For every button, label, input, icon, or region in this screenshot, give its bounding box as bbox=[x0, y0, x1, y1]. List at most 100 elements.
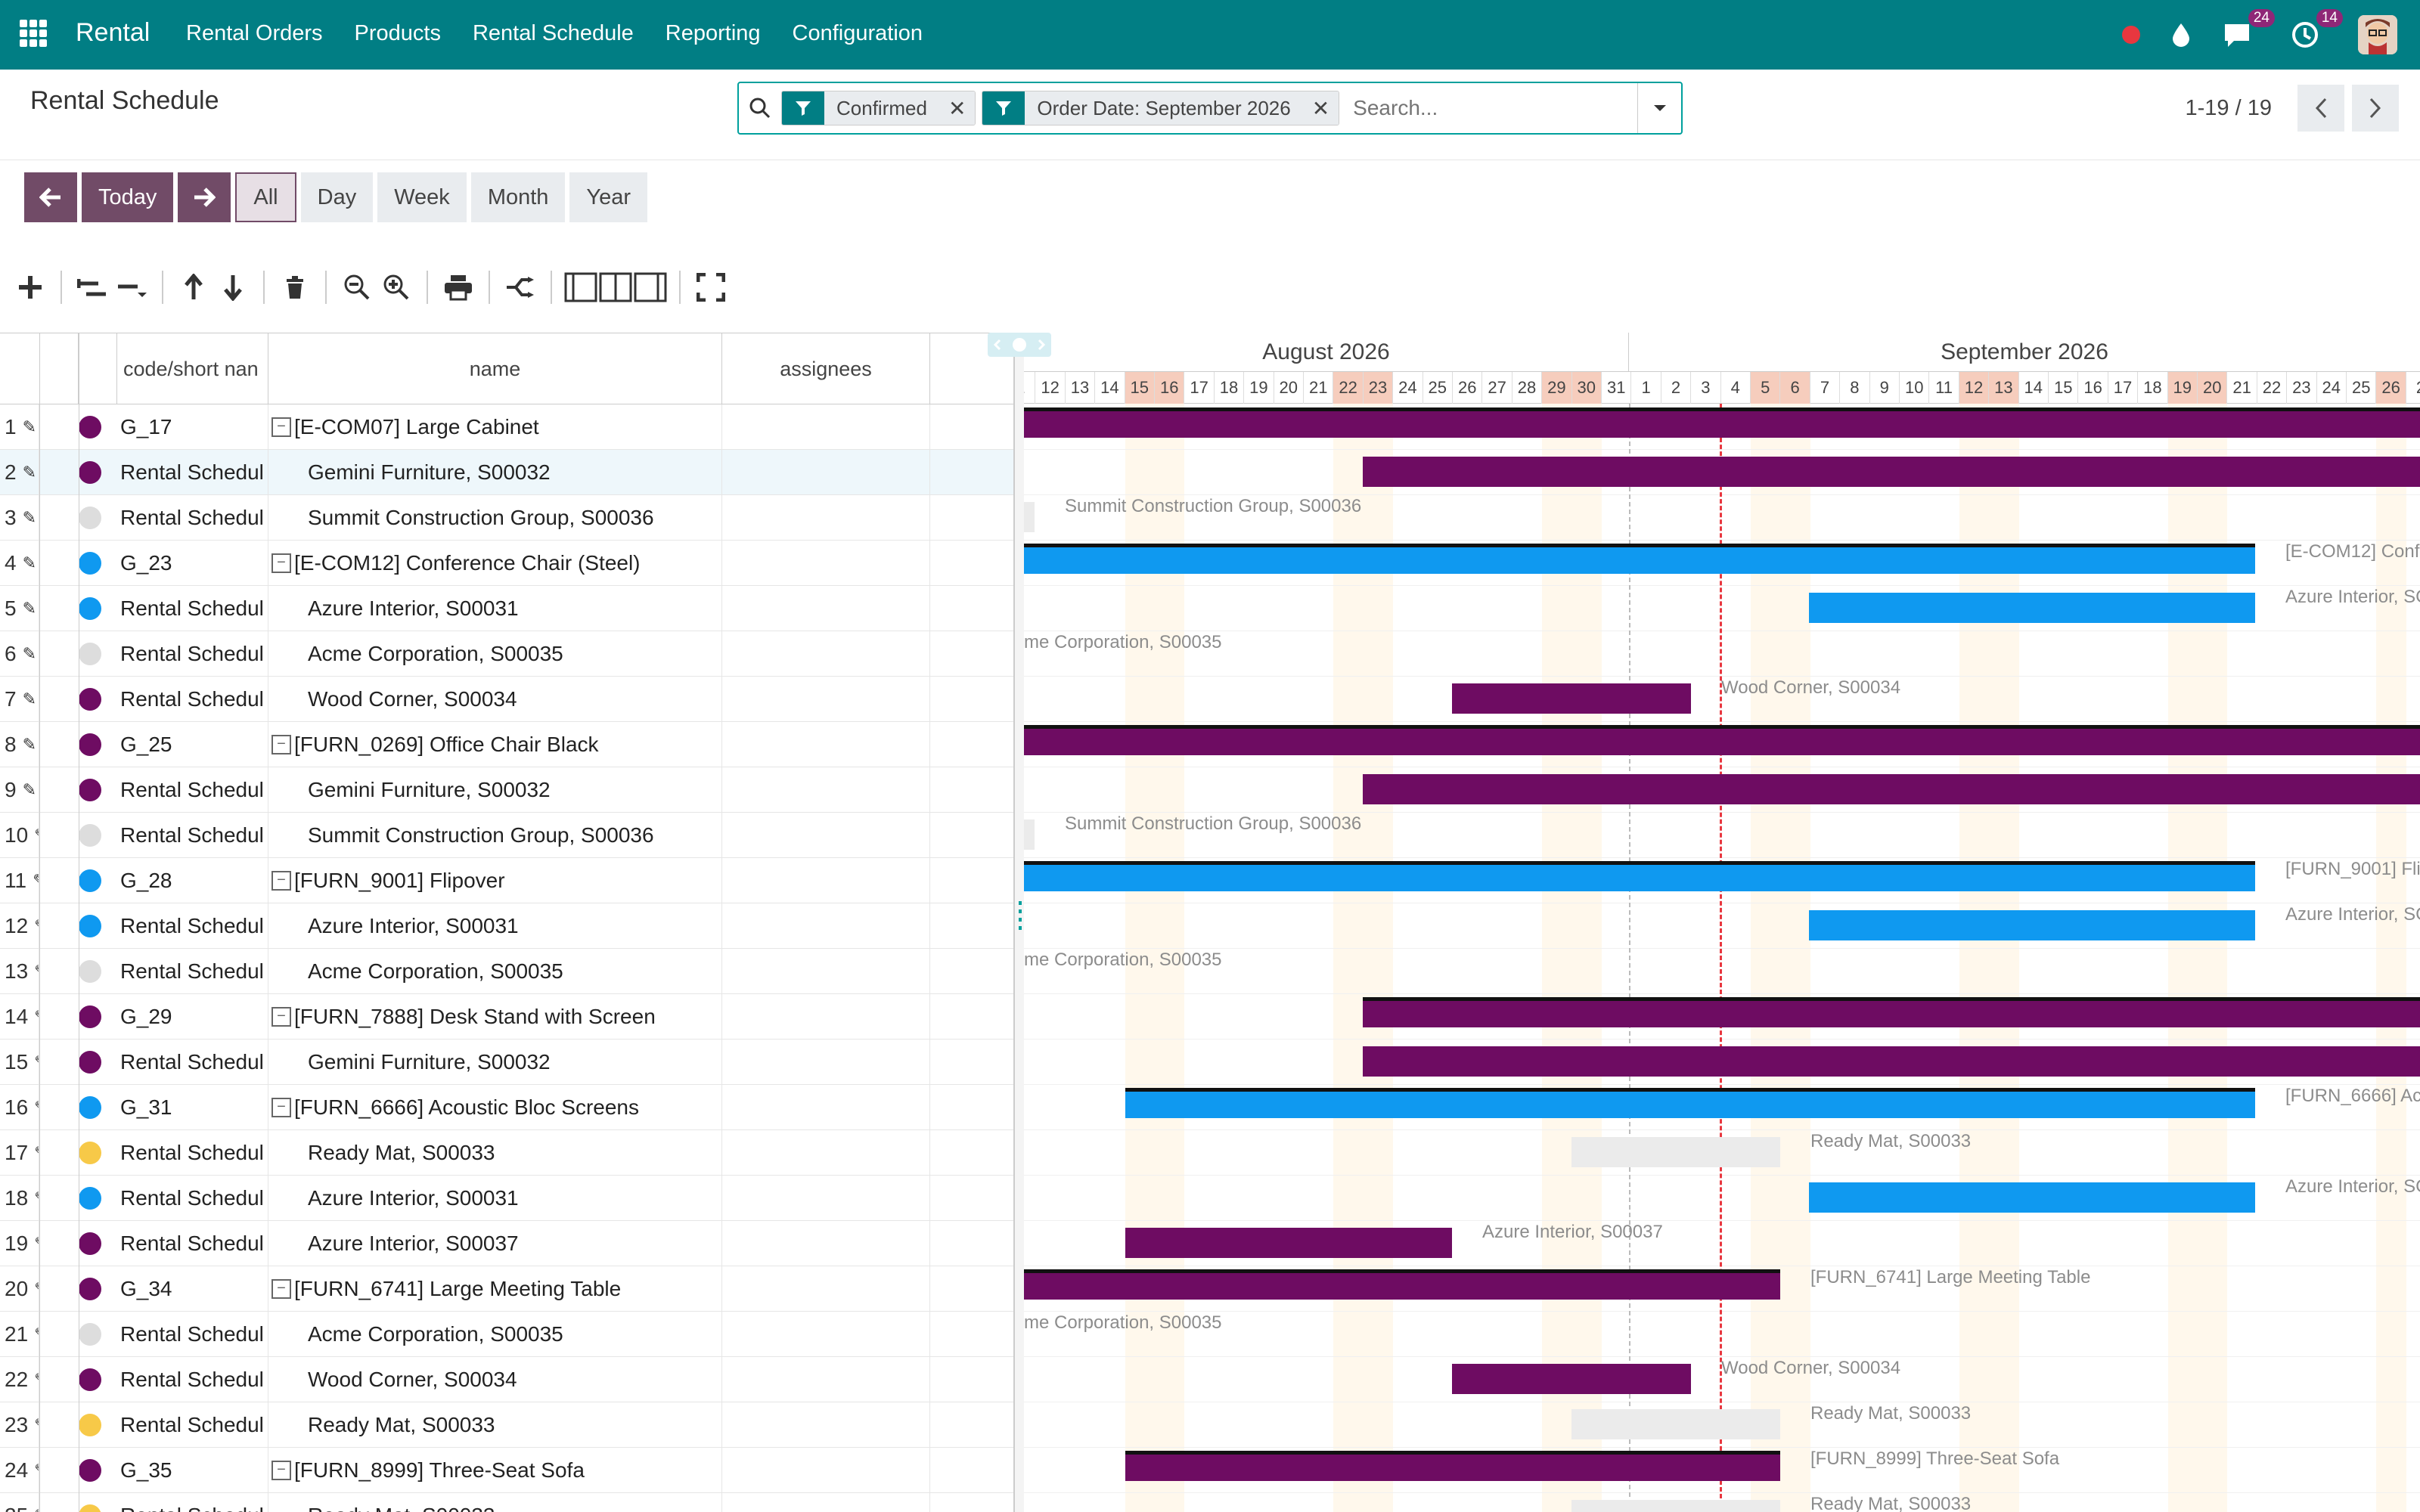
scale-year-button[interactable]: Year bbox=[569, 172, 648, 222]
edit-pencil-icon[interactable]: ✎ bbox=[22, 417, 37, 436]
collapse-toggle-icon[interactable]: − bbox=[271, 735, 291, 754]
app-brand[interactable]: Rental bbox=[76, 18, 150, 47]
edit-pencil-icon[interactable]: ✎ bbox=[34, 1325, 39, 1344]
edit-pencil-icon[interactable]: ✎ bbox=[34, 826, 39, 845]
task-bar[interactable] bbox=[1125, 1451, 1780, 1481]
grid-row[interactable]: 20✎ G_34−[FURN_6741] Large Meeting Table bbox=[0, 1266, 1017, 1312]
grid-timeline-splitter[interactable] bbox=[1013, 333, 1024, 1512]
task-bar[interactable] bbox=[1809, 1182, 2255, 1213]
zoom-in-icon[interactable] bbox=[377, 265, 416, 310]
edit-pencil-icon[interactable]: ✎ bbox=[34, 1143, 39, 1163]
splitter-handle-icon[interactable] bbox=[1019, 901, 1022, 931]
grid-row[interactable]: 1 ✎ G_17− [E-COM07] Large Cabinet bbox=[0, 404, 1017, 450]
name-cell[interactable]: Gemini Furniture, S00032 bbox=[268, 1040, 722, 1085]
name-cell[interactable]: Ready Mat, S00033 bbox=[268, 1402, 722, 1448]
task-bar[interactable] bbox=[1024, 725, 2420, 755]
code-cell[interactable]: Rental Schedul bbox=[117, 903, 268, 949]
collapse-toggle-icon[interactable]: − bbox=[271, 1007, 291, 1027]
grid-row[interactable]: 8 ✎ G_25− [FURN_0269] Office Chair Black bbox=[0, 722, 1017, 767]
task-bar[interactable] bbox=[1024, 502, 1035, 532]
name-cell[interactable]: − [E-COM12] Conference Chair (Steel) bbox=[268, 541, 722, 586]
droplet-icon[interactable] bbox=[2166, 20, 2196, 50]
task-bar[interactable] bbox=[1571, 1409, 1780, 1439]
assignees-cell[interactable] bbox=[722, 586, 930, 631]
code-cell[interactable]: Rental Schedul bbox=[117, 450, 268, 495]
status-dot-icon[interactable] bbox=[2122, 26, 2140, 44]
name-cell[interactable]: − [FURN_6741] Large Meeting Table bbox=[268, 1266, 722, 1312]
print-icon[interactable] bbox=[439, 265, 478, 310]
collapse-toggle-icon[interactable]: − bbox=[271, 1098, 291, 1117]
code-cell[interactable]: Rental Schedul bbox=[117, 1176, 268, 1221]
grid-row[interactable]: 16 ✎ G_31−[FURN_6666] Acoustic Bloc Screen… bbox=[0, 1085, 1017, 1130]
pager-value[interactable]: 1-19 / 19 bbox=[2185, 95, 2272, 120]
code-cell[interactable]: Rental Schedul bbox=[117, 1493, 268, 1512]
name-cell[interactable]: − [FURN_7888] Desk Stand with Screen bbox=[268, 994, 722, 1040]
grid-row[interactable]: 12✎ Rental Schedul Azure Interior, S00031 bbox=[0, 903, 1017, 949]
grid-row[interactable]: 22✎ Rental Schedul Wood Corner, S00034 bbox=[0, 1357, 1017, 1402]
assignees-cell[interactable] bbox=[722, 994, 930, 1040]
code-cell[interactable]: Rental Schedul bbox=[117, 586, 268, 631]
task-bar[interactable] bbox=[1363, 457, 2420, 487]
assignees-cell[interactable] bbox=[722, 1085, 930, 1130]
code-cell[interactable]: Rental Schedul bbox=[117, 1221, 268, 1266]
pager-next-button[interactable] bbox=[2352, 85, 2399, 132]
next-period-button[interactable] bbox=[178, 172, 231, 222]
grid-row[interactable]: 9 ✎ Rental Schedul Gemini Furniture, S00032 bbox=[0, 767, 1017, 813]
grid-row[interactable]: 13 ✎ Rental Schedul Acme Corporation, S0003… bbox=[0, 949, 1017, 994]
scale-day-button[interactable]: Day bbox=[300, 172, 374, 222]
assignees-cell[interactable] bbox=[722, 1312, 930, 1357]
facet-remove-icon[interactable]: ✕ bbox=[939, 91, 976, 125]
menu-rental-orders[interactable]: Rental Orders bbox=[186, 21, 323, 45]
code-cell[interactable]: Rental Schedul bbox=[117, 1357, 268, 1402]
menu-products[interactable]: Products bbox=[354, 21, 441, 45]
name-cell[interactable]: Acme Corporation, S00035 bbox=[268, 1312, 722, 1357]
name-cell[interactable]: Azure Interior, S00031 bbox=[268, 1176, 722, 1221]
code-cell[interactable]: Rental Schedul bbox=[117, 949, 268, 994]
edit-pencil-icon[interactable]: ✎ bbox=[34, 1234, 39, 1253]
code-cell[interactable]: Rental Schedul bbox=[117, 677, 268, 722]
name-cell[interactable]: Acme Corporation, S00035 bbox=[268, 949, 722, 994]
name-cell[interactable]: Azure Interior, S00031 bbox=[268, 586, 722, 631]
task-bar[interactable] bbox=[1024, 407, 2420, 438]
assignees-cell[interactable] bbox=[722, 1493, 930, 1512]
grid-row[interactable]: 2 ✎ Rental Schedul Gemini Furniture, S00032 bbox=[0, 450, 1017, 495]
code-cell[interactable]: G_34 bbox=[117, 1266, 268, 1312]
assignees-cell[interactable] bbox=[722, 813, 930, 858]
app-grid-icon[interactable] bbox=[20, 20, 47, 47]
name-cell[interactable]: Summit Construction Group, S00036 bbox=[268, 813, 722, 858]
task-bar[interactable] bbox=[1024, 1269, 1780, 1300]
name-cell[interactable]: Gemini Furniture, S00032 bbox=[268, 767, 722, 813]
grid-row[interactable]: 3 ✎ Rental Schedul Summit Construction Grou… bbox=[0, 495, 1017, 541]
code-cell[interactable]: Rental Schedul bbox=[117, 767, 268, 813]
edit-pencil-icon[interactable]: ✎ bbox=[34, 1007, 39, 1027]
assignees-cell[interactable] bbox=[722, 767, 930, 813]
code-cell[interactable]: Rental Schedul bbox=[117, 813, 268, 858]
edit-pencil-icon[interactable]: ✎ bbox=[22, 508, 37, 527]
assignees-cell[interactable] bbox=[722, 1448, 930, 1493]
scale-month-button[interactable]: Month bbox=[470, 172, 566, 222]
grid-row[interactable]: 19 ✎ Rental Schedul Azure Interior, S00037 bbox=[0, 1221, 1017, 1266]
column-header-code[interactable]: code/short nan bbox=[117, 333, 268, 404]
name-cell[interactable]: Gemini Furniture, S00032 bbox=[268, 450, 722, 495]
assignees-cell[interactable] bbox=[722, 858, 930, 903]
code-cell[interactable]: G_35 bbox=[117, 1448, 268, 1493]
task-bar[interactable] bbox=[1452, 683, 1691, 714]
name-cell[interactable]: Summit Construction Group, S00036 bbox=[268, 495, 722, 541]
name-cell[interactable]: Ready Mat, S00033 bbox=[268, 1493, 722, 1512]
collapse-toggle-icon[interactable]: − bbox=[271, 1279, 291, 1299]
collapse-toggle-icon[interactable]: − bbox=[271, 1461, 291, 1480]
grid-row[interactable]: 21 ✎ Rental Schedul Acme Corporation, S0003… bbox=[0, 1312, 1017, 1357]
facet-remove-icon[interactable]: ✕ bbox=[1302, 91, 1339, 125]
task-bar[interactable] bbox=[1125, 1088, 2255, 1118]
collapse-toggle-icon[interactable]: − bbox=[271, 871, 291, 891]
name-cell[interactable]: Ready Mat, S00033 bbox=[268, 1130, 722, 1176]
task-bar[interactable] bbox=[1024, 861, 2255, 891]
today-button[interactable]: Today bbox=[82, 172, 174, 222]
task-bar[interactable] bbox=[1571, 1137, 1780, 1167]
edit-pencil-icon[interactable]: ✎ bbox=[34, 1415, 39, 1435]
edit-pencil-icon[interactable]: ✎ bbox=[22, 463, 37, 482]
scale-week-button[interactable]: Week bbox=[377, 172, 467, 222]
assignees-cell[interactable] bbox=[722, 722, 930, 767]
outdent-icon[interactable] bbox=[73, 265, 112, 310]
